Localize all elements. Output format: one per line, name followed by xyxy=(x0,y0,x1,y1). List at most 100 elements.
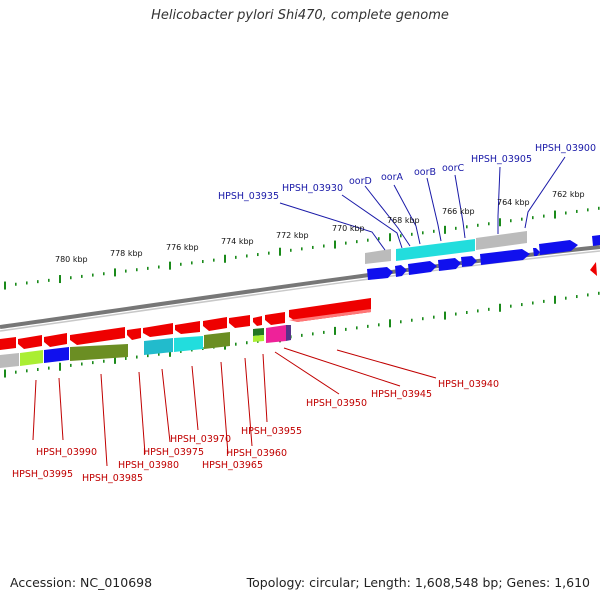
scale-tick xyxy=(488,307,490,311)
scale-tick xyxy=(301,247,303,251)
scale-label-778: 778 kbp xyxy=(110,249,143,258)
scale-tick xyxy=(378,237,380,241)
gene-hpsh-03955[interactable] xyxy=(229,315,250,328)
scale-tick xyxy=(356,240,358,244)
label-hpsh-03975[interactable]: HPSH_03975 xyxy=(143,447,204,458)
scale-tick xyxy=(257,253,259,257)
scale-tick xyxy=(4,369,6,378)
scale-tick xyxy=(191,261,193,265)
scale-tick xyxy=(235,255,237,259)
gene-hpsh-03905[interactable] xyxy=(539,240,578,255)
reverse-strand-genes xyxy=(0,298,371,350)
scale-tick xyxy=(169,261,171,270)
gene-oorc[interactable] xyxy=(480,249,530,265)
label-hpsh-03965[interactable]: HPSH_03965 xyxy=(202,460,263,471)
scale-label-776: 776 kbp xyxy=(166,243,199,252)
scale-tick xyxy=(422,231,424,235)
label-oorc[interactable]: oorC xyxy=(442,163,465,174)
label-hpsh-03945[interactable]: HPSH_03945 xyxy=(371,389,432,400)
label-oorb[interactable]: oorB xyxy=(414,167,436,178)
scale-tick xyxy=(433,229,435,233)
scale-tick xyxy=(345,241,347,245)
label-hpsh-03930[interactable]: HPSH_03930 xyxy=(282,183,343,194)
scale-tick xyxy=(169,348,171,357)
label-hpsh-03940[interactable]: HPSH_03940 xyxy=(438,379,499,390)
scale-tick xyxy=(59,275,61,284)
scale-tick xyxy=(576,209,578,213)
gene-hpsh-03950[interactable] xyxy=(253,316,262,326)
scale-tick xyxy=(334,240,336,249)
scale-tick xyxy=(70,276,72,280)
scale-tick xyxy=(213,258,215,262)
label-oord[interactable]: oorD xyxy=(349,176,372,187)
label-hpsh-03990[interactable]: HPSH_03990 xyxy=(36,447,97,458)
lower-cog-band xyxy=(0,325,291,368)
gene-hpsh-03900[interactable] xyxy=(592,235,600,246)
scale-tick xyxy=(15,282,17,286)
scale-tick xyxy=(125,356,127,360)
label-oora[interactable]: oorA xyxy=(381,172,404,183)
label-hpsh-03950[interactable]: HPSH_03950 xyxy=(306,398,367,409)
scale-tick xyxy=(147,266,149,270)
gene-hpsh-03945[interactable] xyxy=(265,312,285,325)
label-hpsh-03980[interactable]: HPSH_03980 xyxy=(118,460,179,471)
scale-tick xyxy=(444,225,446,234)
scale-tick xyxy=(532,216,534,220)
lower-gene-labels: HPSH_03990 HPSH_03995 HPSH_03985 HPSH_03… xyxy=(12,379,499,484)
gene-hpsh-03965[interactable] xyxy=(175,321,200,334)
scale-tick xyxy=(521,303,523,307)
gene-hpsh-03960[interactable] xyxy=(203,317,227,331)
scale-tick xyxy=(246,254,248,258)
gene-oord[interactable] xyxy=(408,261,437,275)
scale-tick xyxy=(202,260,204,264)
scale-tick xyxy=(103,272,105,276)
scale-tick xyxy=(125,269,127,273)
scale-tick xyxy=(389,233,391,242)
scale-tick xyxy=(48,278,50,282)
gene-hpsh-03935[interactable] xyxy=(367,267,393,280)
scale-tick xyxy=(543,214,545,218)
scale-tick xyxy=(400,320,402,324)
scale-tick xyxy=(114,268,116,277)
accession-label: Accession: NC_010698 xyxy=(10,575,153,590)
gene-hpsh-03995[interactable] xyxy=(0,337,16,350)
scale-tick xyxy=(455,312,457,316)
scale-tick xyxy=(158,265,160,269)
scale-tick xyxy=(444,311,446,320)
scale-tick xyxy=(48,366,50,370)
scale-tick xyxy=(224,254,226,263)
scale-tick xyxy=(334,326,336,335)
gene-hpsh-03990[interactable] xyxy=(18,335,42,349)
scale-tick xyxy=(356,326,358,330)
label-hpsh-03935[interactable]: HPSH_03935 xyxy=(218,191,279,202)
gene-oora[interactable] xyxy=(438,258,461,271)
label-hpsh-03900[interactable]: HPSH_03900 xyxy=(535,143,596,154)
gene-hpsh-03980[interactable] xyxy=(70,327,125,345)
gene-oorb[interactable] xyxy=(461,256,477,267)
scale-labels: 780 kbp 778 kbp 776 kbp 774 kbp 772 kbp … xyxy=(55,190,585,264)
scale-label-774: 774 kbp xyxy=(221,237,254,246)
gene-hpsh-03970[interactable] xyxy=(143,323,173,337)
scale-label-770: 770 kbp xyxy=(332,224,365,233)
scale-tick xyxy=(477,309,479,313)
gene-hpsh-03930[interactable] xyxy=(395,265,407,277)
label-hpsh-03960[interactable]: HPSH_03960 xyxy=(226,448,287,459)
label-hpsh-03985[interactable]: HPSH_03985 xyxy=(82,473,143,484)
label-hpsh-03905[interactable]: HPSH_03905 xyxy=(471,154,532,165)
gene-hpsh-03985[interactable] xyxy=(44,333,67,347)
scale-tick xyxy=(400,234,402,238)
gene-hpsh-03975[interactable] xyxy=(127,328,141,340)
scale-label-762: 762 kbp xyxy=(552,190,585,199)
scale-tick xyxy=(59,362,61,371)
scale-tick xyxy=(477,223,479,227)
scale-tick xyxy=(312,245,314,249)
label-hpsh-03970[interactable]: HPSH_03970 xyxy=(170,434,231,445)
scale-tick xyxy=(565,211,567,215)
gene-small-forward[interactable] xyxy=(533,248,540,256)
gene-hpsh-03940[interactable] xyxy=(289,298,371,322)
strand-direction-marker xyxy=(590,262,597,276)
label-hpsh-03955[interactable]: HPSH_03955 xyxy=(241,426,302,437)
label-hpsh-03995[interactable]: HPSH_03995 xyxy=(12,469,73,480)
forward-strand-genes xyxy=(367,235,600,280)
